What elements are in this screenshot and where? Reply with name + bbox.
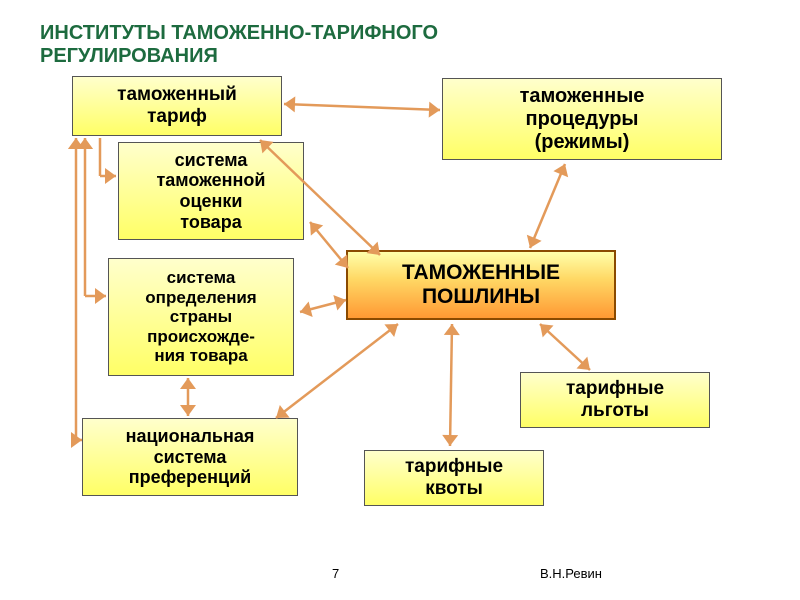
footer-author: В.Н.Ревин: [540, 566, 602, 581]
node-preferences-label: национальнаясистемапреференций: [126, 426, 255, 488]
node-quotas: тарифныеквоты: [364, 450, 544, 506]
node-preferences: национальнаясистемапреференций: [82, 418, 298, 496]
node-procedures: таможенныепроцедуры(режимы): [442, 78, 722, 160]
node-benefits: тарифныельготы: [520, 372, 710, 428]
node-benefits-label: тарифныельготы: [566, 378, 664, 422]
node-procedures-label: таможенныепроцедуры(режимы): [520, 85, 645, 154]
node-duties: ТАМОЖЕННЫЕПОШЛИНЫ: [346, 250, 616, 320]
node-origin-label: системаопределениястраныпроисхожде-ния т…: [145, 268, 256, 366]
slide-title: ИНСТИТУТЫ ТАМОЖЕННО-ТАРИФНОГОРЕГУЛИРОВАН…: [40, 22, 438, 68]
node-origin: системаопределениястраныпроисхожде-ния т…: [108, 258, 294, 376]
node-quotas-label: тарифныеквоты: [405, 456, 503, 500]
node-tariff-label: таможенныйтариф: [117, 84, 237, 128]
node-tariff: таможенныйтариф: [72, 76, 282, 136]
page-number: 7: [332, 566, 339, 581]
node-duties-label: ТАМОЖЕННЫЕПОШЛИНЫ: [402, 261, 560, 309]
node-valuation: систематаможеннойоценкитовара: [118, 142, 304, 240]
node-valuation-label: систематаможеннойоценкитовара: [156, 150, 265, 233]
